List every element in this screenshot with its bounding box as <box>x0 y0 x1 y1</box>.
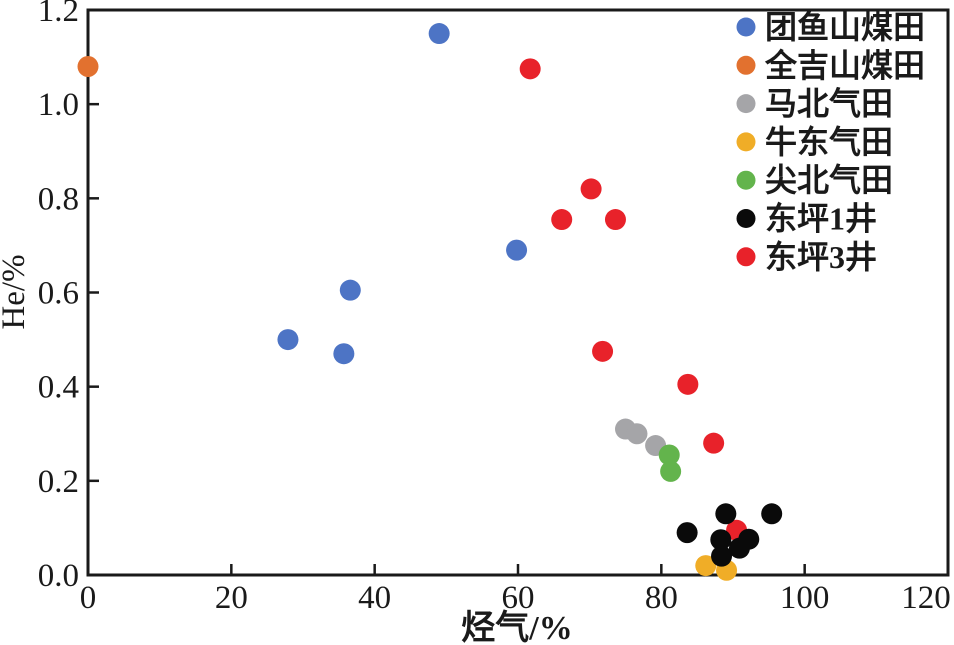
y-tick-label: 0.2 <box>38 464 79 500</box>
legend-swatch <box>736 17 756 37</box>
y-tick-label: 1.0 <box>38 87 79 123</box>
data-point-东坪3井 <box>580 178 602 200</box>
data-point-东坪3井 <box>592 340 614 362</box>
data-point-东坪1井 <box>711 545 733 567</box>
data-point-团鱼山煤田 <box>428 23 450 45</box>
x-tick-label: 60 <box>502 580 535 616</box>
y-axis-title: He/% <box>0 254 32 329</box>
legend-label: 牛东气田 <box>765 124 893 160</box>
x-tick-label: 80 <box>645 580 678 616</box>
data-point-东坪1井 <box>761 503 783 525</box>
data-point-东坪3井 <box>677 373 699 395</box>
x-tick-label: 100 <box>780 580 830 616</box>
data-point-牛东气田 <box>695 555 717 577</box>
data-point-全吉山煤田 <box>77 56 99 77</box>
data-point-团鱼山煤田 <box>339 279 361 301</box>
y-tick-label: 0.8 <box>38 181 79 217</box>
legend-label: 团鱼山煤田 <box>765 9 925 45</box>
x-tick-label: 40 <box>358 580 391 616</box>
x-tick-label: 20 <box>215 580 248 616</box>
legend-label: 尖北气田 <box>765 162 893 198</box>
y-tick-label: 0.6 <box>38 276 79 312</box>
x-axis-title: 烃气/% <box>461 609 572 645</box>
plot-frame <box>86 8 950 577</box>
legend-swatch <box>736 209 756 228</box>
legend-label: 东坪3井 <box>765 239 877 275</box>
y-tick-label: 1.2 <box>38 0 79 29</box>
legend-swatch <box>736 247 756 267</box>
data-point-团鱼山煤田 <box>506 239 528 261</box>
legend-swatch <box>736 94 756 114</box>
y-tick-label: 0.0 <box>38 558 79 594</box>
y-tick-label: 0.4 <box>38 370 79 406</box>
data-point-东坪3井 <box>551 209 573 231</box>
legend-label: 东坪1井 <box>765 201 877 237</box>
data-point-东坪1井 <box>715 503 737 525</box>
legend-label: 马北气田 <box>765 86 893 122</box>
legend-swatch <box>736 55 756 75</box>
x-tick-label: 0 <box>80 580 97 616</box>
data-point-东坪3井 <box>604 209 626 231</box>
data-point-尖北气田 <box>658 444 680 466</box>
legend-swatch <box>736 132 756 152</box>
data-point-东坪3井 <box>519 58 541 80</box>
data-point-尖北气田 <box>660 460 682 482</box>
data-point-东坪1井 <box>728 537 750 559</box>
x-tick-label: 120 <box>901 580 951 616</box>
axis-ticks <box>86 8 950 577</box>
data-point-团鱼山煤田 <box>277 329 299 351</box>
data-point-东坪1井 <box>710 529 732 551</box>
axis-tick-labels: 0 20 40 60 80 100 120 0.0 0.2 0.4 0.6 0.8 1.0 1.2 <box>38 0 951 616</box>
data-point-东坪3井 <box>703 432 725 454</box>
data-point-东坪1井 <box>676 522 698 544</box>
data-point-马北气田 <box>626 423 648 445</box>
legend-swatch <box>736 170 756 190</box>
data-points <box>77 23 783 581</box>
legend-label: 全吉山煤田 <box>764 47 925 83</box>
data-point-团鱼山煤田 <box>333 343 355 365</box>
